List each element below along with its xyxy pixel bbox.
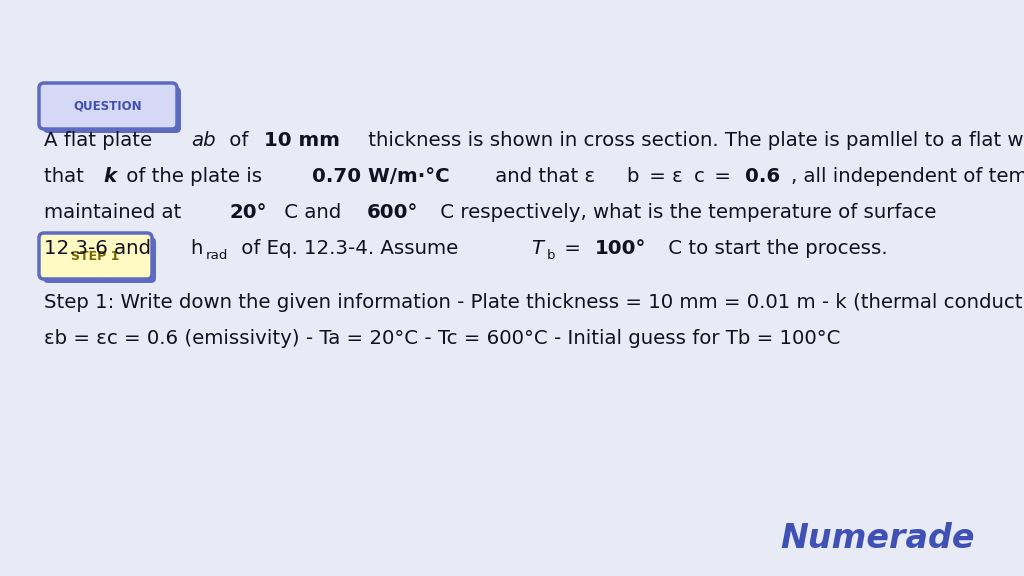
Text: C to start the process.: C to start the process. [662,239,887,258]
Text: of the plate is: of the plate is [121,167,269,186]
Text: T: T [531,239,543,258]
Text: Step 1: Write down the given information - Plate thickness = 10 mm = 0.01 m - k : Step 1: Write down the given information… [44,293,1024,312]
Text: QUESTION: QUESTION [74,100,142,112]
Text: =: = [708,167,737,186]
Text: εb = εc = 0.6 (emissivity) - Ta = 20°C - Tc = 600°C - Initial guess for Tb = 100: εb = εc = 0.6 (emissivity) - Ta = 20°C -… [44,329,841,348]
Text: C respectively, what is the temperature of surface: C respectively, what is the temperature … [433,203,942,222]
Text: 10 mm: 10 mm [264,131,340,150]
Text: c: c [694,167,705,186]
Text: thickness is shown in cross section. The plate is pamllel to a flat wall: thickness is shown in cross section. The… [362,131,1024,150]
Text: , all independent of temperature. If surfaces: , all independent of temperature. If sur… [791,167,1024,186]
Text: 100°: 100° [595,239,647,258]
Text: C and: C and [278,203,347,222]
Text: h: h [190,239,203,258]
Text: =: = [558,239,587,258]
Text: 600°: 600° [368,203,419,222]
Text: that: that [44,167,90,186]
FancyBboxPatch shape [39,83,177,129]
Text: STEP 1: STEP 1 [72,249,120,263]
Text: k: k [103,167,117,186]
Text: ab: ab [191,131,216,150]
FancyBboxPatch shape [43,237,156,283]
FancyBboxPatch shape [39,233,152,279]
Text: of Eq. 12.3-4. Assume: of Eq. 12.3-4. Assume [234,239,465,258]
Text: 20°: 20° [229,203,266,222]
Text: rad: rad [206,249,228,262]
Text: b: b [627,167,639,186]
Text: = ε: = ε [642,167,682,186]
Text: 0.70 W/m·°C: 0.70 W/m·°C [312,167,450,186]
Text: maintained at: maintained at [44,203,187,222]
Text: Numerade: Numerade [780,522,975,555]
Text: A flat plate: A flat plate [44,131,159,150]
Text: and that ε: and that ε [489,167,596,186]
Text: 12.3-6 and: 12.3-6 and [44,239,158,258]
Text: of: of [223,131,255,150]
FancyBboxPatch shape [43,87,181,133]
Text: 0.6: 0.6 [745,167,780,186]
Text: b: b [547,249,555,262]
